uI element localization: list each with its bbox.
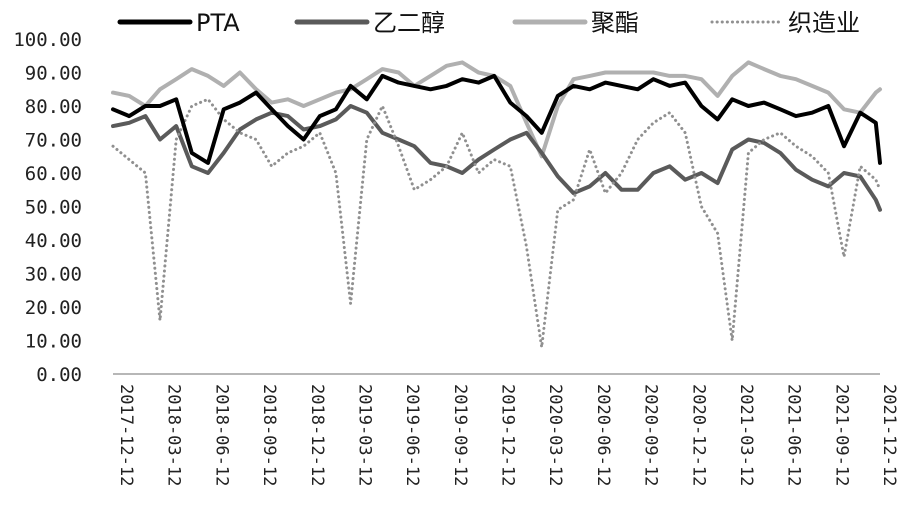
y-tick-label: 70.00 xyxy=(25,130,82,152)
x-tick-label: 2021-06-12 xyxy=(784,384,804,486)
series-line-2 xyxy=(111,60,882,159)
legend-label-1: 乙二醇 xyxy=(373,9,445,37)
x-tick-label: 2021-09-12 xyxy=(831,384,851,486)
x-tick-label: 2018-12-12 xyxy=(307,384,327,486)
y-tick-label: 90.00 xyxy=(25,63,82,85)
legend-label-0: PTA xyxy=(196,9,240,37)
legend-label-3: 织造业 xyxy=(788,9,860,37)
legend: PTA 乙二醇 聚酯 织造业 xyxy=(117,9,860,37)
x-axis: 2017-12-12 2018-03-12 2018-06-12 2018-09-12… xyxy=(113,373,899,486)
x-tick-label: 2018-06-12 xyxy=(211,384,231,486)
x-tick-label: 2020-12-12 xyxy=(688,384,708,486)
x-tick-label: 2019-03-12 xyxy=(354,384,374,486)
series-layer xyxy=(111,60,882,349)
x-tick-label: 2018-09-12 xyxy=(259,384,279,486)
y-tick-label: 60.00 xyxy=(25,163,82,185)
x-tick-label: 2018-03-12 xyxy=(164,384,184,486)
x-tick-label: 2020-09-12 xyxy=(641,384,661,486)
x-tick-label: 2021-12-12 xyxy=(879,384,899,486)
x-tick-label: 2021-03-12 xyxy=(736,384,756,486)
y-tick-label: 40.00 xyxy=(25,230,82,252)
series-line-0 xyxy=(111,73,882,165)
y-tick-label: 100.00 xyxy=(13,29,82,51)
y-tick-label: 10.00 xyxy=(25,331,82,353)
series-line-3 xyxy=(111,97,882,349)
y-tick-label: 0.00 xyxy=(36,364,82,386)
y-tick-label: 30.00 xyxy=(25,264,82,286)
x-tick-label: 2020-03-12 xyxy=(545,384,565,486)
y-tick-label: 20.00 xyxy=(25,297,82,319)
y-tick-label: 80.00 xyxy=(25,96,82,118)
x-tick-label: 2019-12-12 xyxy=(498,384,518,486)
x-tick-label: 2017-12-12 xyxy=(116,384,136,486)
y-axis: 100.00 90.00 80.00 70.00 60.00 50.00 40.00 30.0… xyxy=(13,29,82,386)
x-tick-label: 2019-06-12 xyxy=(402,384,422,486)
series-line-1 xyxy=(111,104,882,212)
legend-label-2: 聚酯 xyxy=(591,9,639,37)
x-tick-label: 2020-06-12 xyxy=(593,384,613,486)
y-tick-label: 50.00 xyxy=(25,197,82,219)
x-tick-label: 2019-09-12 xyxy=(450,384,470,486)
